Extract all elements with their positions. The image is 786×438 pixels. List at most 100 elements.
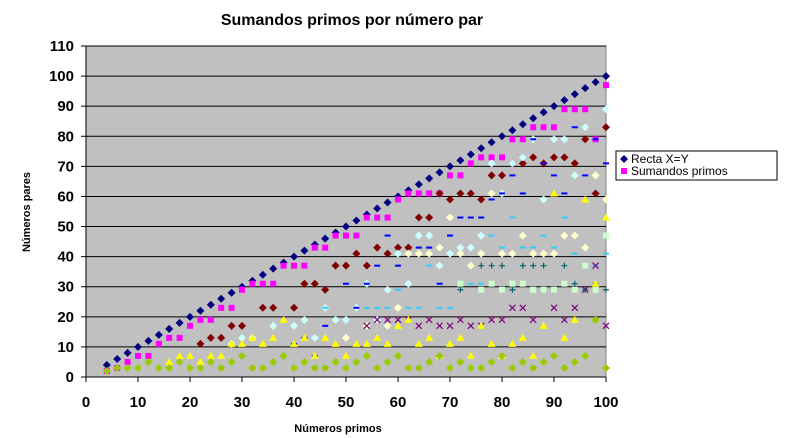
point — [539, 249, 548, 258]
tick-label-x: 20 — [182, 394, 199, 411]
point — [239, 286, 245, 293]
point — [519, 136, 526, 143]
point — [456, 156, 465, 165]
point — [290, 339, 298, 347]
point — [488, 280, 495, 287]
point — [477, 249, 486, 258]
point — [570, 90, 579, 99]
point — [529, 363, 538, 372]
point — [301, 262, 308, 269]
point — [487, 339, 496, 347]
tick-label-y: 80 — [57, 128, 74, 145]
point — [102, 366, 111, 375]
point — [175, 351, 184, 359]
tick-label-x: 50 — [338, 394, 355, 411]
point — [560, 153, 569, 162]
point — [602, 322, 610, 330]
point — [332, 232, 339, 239]
point — [414, 249, 423, 258]
point — [592, 286, 599, 293]
point — [446, 363, 454, 372]
point — [414, 213, 423, 222]
point — [383, 357, 392, 366]
point — [540, 124, 547, 131]
point — [457, 280, 464, 287]
point — [456, 316, 464, 324]
point — [456, 243, 465, 252]
point — [383, 198, 392, 207]
point — [280, 262, 287, 269]
point — [466, 261, 475, 270]
tick-label-x: 60 — [390, 394, 407, 411]
point — [352, 339, 361, 347]
point — [477, 363, 486, 372]
point — [487, 171, 496, 180]
point — [258, 270, 267, 279]
point — [165, 363, 174, 372]
point — [414, 339, 423, 347]
point — [591, 279, 600, 287]
point — [602, 195, 610, 204]
point — [508, 363, 517, 372]
point — [206, 333, 215, 342]
point — [123, 348, 132, 357]
point — [395, 196, 401, 203]
point — [258, 339, 267, 347]
series-8 — [457, 262, 609, 293]
point — [509, 280, 516, 287]
point — [134, 363, 142, 372]
point — [373, 243, 382, 252]
point — [560, 135, 569, 144]
point — [258, 303, 267, 312]
point — [530, 286, 537, 293]
point — [290, 321, 298, 330]
point — [207, 316, 214, 323]
point — [435, 189, 444, 198]
series-2 — [196, 123, 610, 348]
series-5 — [322, 216, 609, 309]
point — [383, 285, 392, 294]
point — [446, 162, 454, 171]
point — [539, 195, 548, 204]
point — [217, 363, 226, 372]
point — [394, 249, 402, 258]
point — [499, 286, 505, 293]
point — [165, 357, 174, 365]
point — [446, 195, 454, 204]
point — [321, 285, 330, 294]
point — [487, 159, 496, 168]
point — [342, 351, 350, 359]
point — [227, 288, 236, 297]
point — [478, 286, 485, 293]
plot-area — [85, 45, 607, 378]
point — [175, 318, 184, 327]
point — [550, 249, 558, 258]
point — [529, 351, 538, 359]
point — [426, 190, 433, 197]
point — [248, 363, 257, 372]
point — [383, 321, 392, 330]
point — [404, 315, 413, 323]
point — [124, 358, 131, 365]
point — [498, 171, 506, 180]
tick-label-y: 90 — [57, 98, 74, 115]
point — [383, 249, 392, 258]
point — [331, 261, 340, 270]
point — [488, 262, 495, 269]
point — [570, 357, 579, 366]
point — [425, 249, 434, 258]
point — [456, 249, 465, 258]
point — [478, 262, 485, 269]
point — [518, 231, 527, 240]
point — [487, 138, 496, 147]
point — [405, 190, 412, 197]
point — [603, 286, 609, 293]
point — [425, 357, 434, 366]
point — [218, 304, 225, 311]
point — [259, 280, 266, 287]
point — [342, 222, 350, 231]
point — [279, 315, 288, 323]
point — [165, 324, 174, 333]
point — [187, 322, 193, 329]
